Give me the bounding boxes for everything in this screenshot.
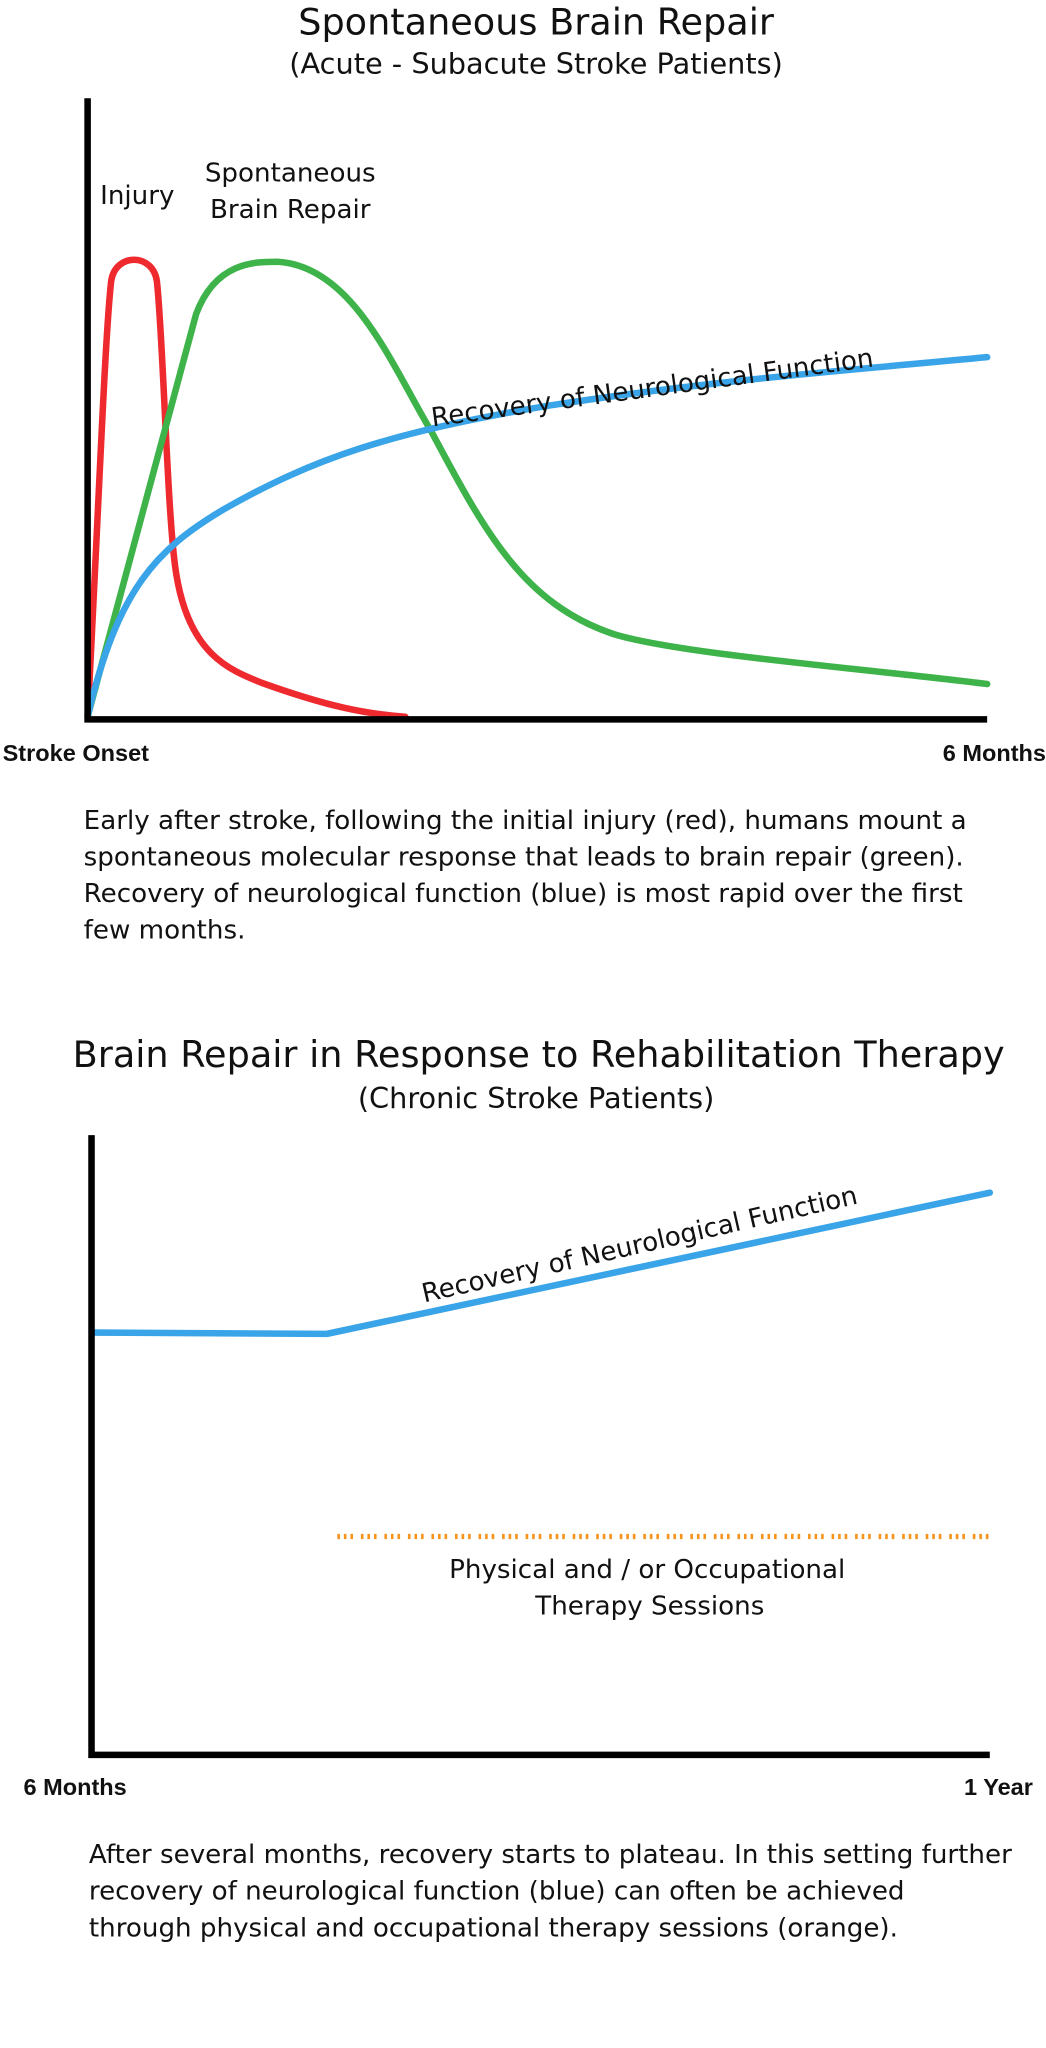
caption-line: Recovery of neurological function (blue)… (84, 879, 963, 909)
injury-curve (84, 256, 409, 721)
title: Brain Repair in Response to Rehabilitati… (73, 1033, 1005, 1076)
subtitle: (Acute - Subacute Stroke Patients) (289, 47, 783, 81)
x-start-label: 6 Months (24, 1774, 127, 1800)
title: Spontaneous Brain Repair (298, 0, 775, 43)
subtitle: (Chronic Stroke Patients) (358, 1081, 714, 1115)
curve-label: Recovery of Neurological Function (429, 343, 875, 433)
caption-line: spontaneous molecular response that lead… (84, 842, 964, 872)
repair-curve (84, 258, 991, 721)
recovery-curve (90, 1189, 994, 1338)
therapy-label: Physical and / or Occupational (449, 1555, 845, 1585)
axes (84, 98, 988, 723)
caption-line: Early after stroke, following the initia… (84, 806, 967, 836)
recovery-curve (84, 353, 991, 721)
caption-line: few months. (84, 916, 246, 946)
curve-label-path: Recovery of Neurological Function (419, 1180, 860, 1308)
repair-label: Spontaneous (205, 159, 376, 189)
curve-label-path: Recovery of Neurological Function (429, 343, 875, 433)
injury-label: Injury (100, 181, 174, 211)
caption-line: recovery of neurological function (blue)… (89, 1877, 905, 1907)
caption-line: through physical and occupational therap… (89, 1913, 898, 1943)
x-end-label: 1 Year (964, 1774, 1033, 1800)
caption-line: After several months, recovery starts to… (89, 1840, 1012, 1870)
repair-label: Brain Repair (210, 195, 371, 225)
x-start-label: Stroke Onset (3, 740, 150, 766)
axes (88, 1135, 990, 1759)
therapy-label: Therapy Sessions (534, 1592, 764, 1622)
curve-label: Recovery of Neurological Function (419, 1180, 860, 1308)
x-end-label: 6 Months (943, 740, 1046, 766)
